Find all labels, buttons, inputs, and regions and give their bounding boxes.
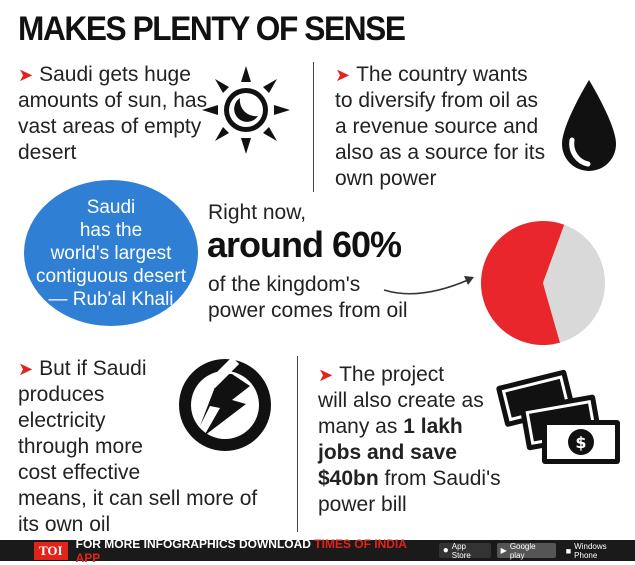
point-oil: ➤ The country wants to diversify from oil… <box>335 62 550 192</box>
point4-line: many as <box>318 415 398 438</box>
sun-icon <box>202 66 290 154</box>
footer-bar: TOI FOR MORE INFOGRAPHICS DOWNLOAD TIMES… <box>0 537 635 565</box>
pie-slice-other <box>543 224 605 343</box>
point3-line: means, it can sell more of <box>18 487 258 510</box>
point3-line: cost effective <box>18 461 141 484</box>
stat-headline: around 60% <box>207 224 402 265</box>
point-electricity: ➤ But if Saudi produces electricity throu… <box>18 356 268 538</box>
stat-intro: Right now, <box>208 201 307 224</box>
arrow-icon: ➤ <box>18 65 34 85</box>
point-sun-text: Saudi gets huge amounts of sun, has vast… <box>18 63 208 164</box>
apple-icon: ● <box>442 545 449 556</box>
point4-line: power bill <box>318 493 407 516</box>
app-store-badge[interactable]: ● App Store <box>438 541 491 560</box>
arrow-icon: ➤ <box>335 65 351 85</box>
windows-phone-badge[interactable]: ■ Windows Phone <box>562 541 635 560</box>
google-play-badge[interactable]: ▶ Google play <box>496 541 556 560</box>
money-icon: $ <box>496 369 620 464</box>
stat-line: of the kingdom's <box>208 273 361 296</box>
circle-line: — Rub'al Khali <box>48 288 174 310</box>
page-title: MAKES PLENTY OF SENSE <box>18 10 406 48</box>
point3-line: But if Saudi <box>39 357 147 380</box>
point4-line: will also create as <box>318 389 484 412</box>
windows-icon: ■ <box>565 545 572 556</box>
footer-text: FOR MORE INFOGRAPHICS DOWNLOAD TIMES OF … <box>76 537 429 565</box>
divider <box>297 356 298 532</box>
point3-line: its own oil <box>18 513 111 536</box>
pie-slice-oil <box>481 221 565 345</box>
toi-logo: TOI <box>34 541 68 560</box>
footer-cta: FOR MORE INFOGRAPHICS DOWNLOAD <box>75 536 311 551</box>
divider <box>313 62 314 192</box>
app-store-label: App Store <box>451 541 471 560</box>
pointer-arrow-icon <box>383 276 474 295</box>
point-oil-text: The country wants to diversify from oil … <box>335 63 546 190</box>
desert-fact-circle: Saudi has the world's largest contiguous… <box>24 180 198 326</box>
point3-line: produces <box>18 383 105 406</box>
google-play-label: Google play <box>509 541 536 560</box>
play-icon: ▶ <box>500 546 507 555</box>
circle-line: world's largest <box>50 242 172 264</box>
point3-line: electricity <box>18 409 106 432</box>
point3-line: through more <box>18 435 143 458</box>
point4-line: from Saudi's <box>384 467 501 490</box>
point-jobs: ➤ The project will also create as many as… <box>318 362 518 518</box>
windows-label: Windows Phone <box>574 541 607 560</box>
point4-line: The project <box>339 363 445 386</box>
lightning-icon <box>179 356 271 451</box>
circle-line: Saudi <box>86 196 136 218</box>
point-sun: ➤ Saudi gets huge amounts of sun, has vas… <box>18 62 218 166</box>
circle-line: contiguous desert <box>36 265 186 287</box>
oil-drop-icon <box>562 80 616 171</box>
pie-chart <box>481 221 605 345</box>
svg-text:$: $ <box>575 433 586 452</box>
stat-line: power comes from oil <box>208 299 408 322</box>
arrow-icon: ➤ <box>318 365 334 385</box>
point4-bold: jobs and save <box>318 441 457 464</box>
circle-line: has the <box>79 219 143 241</box>
arrow-icon: ➤ <box>18 359 34 379</box>
point4-bold: 1 lakh <box>403 415 463 438</box>
point4-bold: $40bn <box>318 467 379 490</box>
